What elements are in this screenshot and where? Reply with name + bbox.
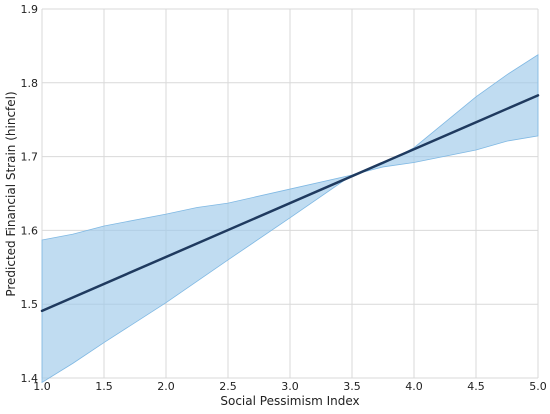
y-tick-label: 1.7 [21,151,39,164]
y-tick-labels: 1.4 1.5 1.6 1.7 1.8 1.9 [21,3,39,385]
y-tick-label: 1.9 [21,3,39,16]
x-axis-title: Social Pessimism Index [220,394,359,408]
series-layer [40,94,540,313]
confidence-band [41,54,539,384]
y-tick-label: 1.6 [21,224,39,237]
x-tick-label: 4.0 [405,380,423,393]
y-tick-label: 1.5 [21,298,39,311]
x-tick-label: 5.0 [529,380,547,393]
y-axis-title: Predicted Financial Strain (hincfel) [4,91,18,296]
x-tick-label: 2.0 [157,380,175,393]
prediction-line [40,94,540,313]
x-tick-label: 3.0 [281,380,299,393]
x-tick-label: 4.5 [467,380,485,393]
y-tick-label: 1.8 [21,77,39,90]
x-tick-label: 2.5 [219,380,237,393]
y-tick-label: 1.4 [21,372,39,385]
x-tick-label: 1.0 [33,380,51,393]
x-tick-label: 3.5 [343,380,361,393]
x-tick-label: 1.5 [95,380,113,393]
x-tick-labels: 1.0 1.5 2.0 2.5 3.0 3.5 4.0 4.5 5.0 [33,380,547,393]
confidence-band-layer [41,54,539,384]
